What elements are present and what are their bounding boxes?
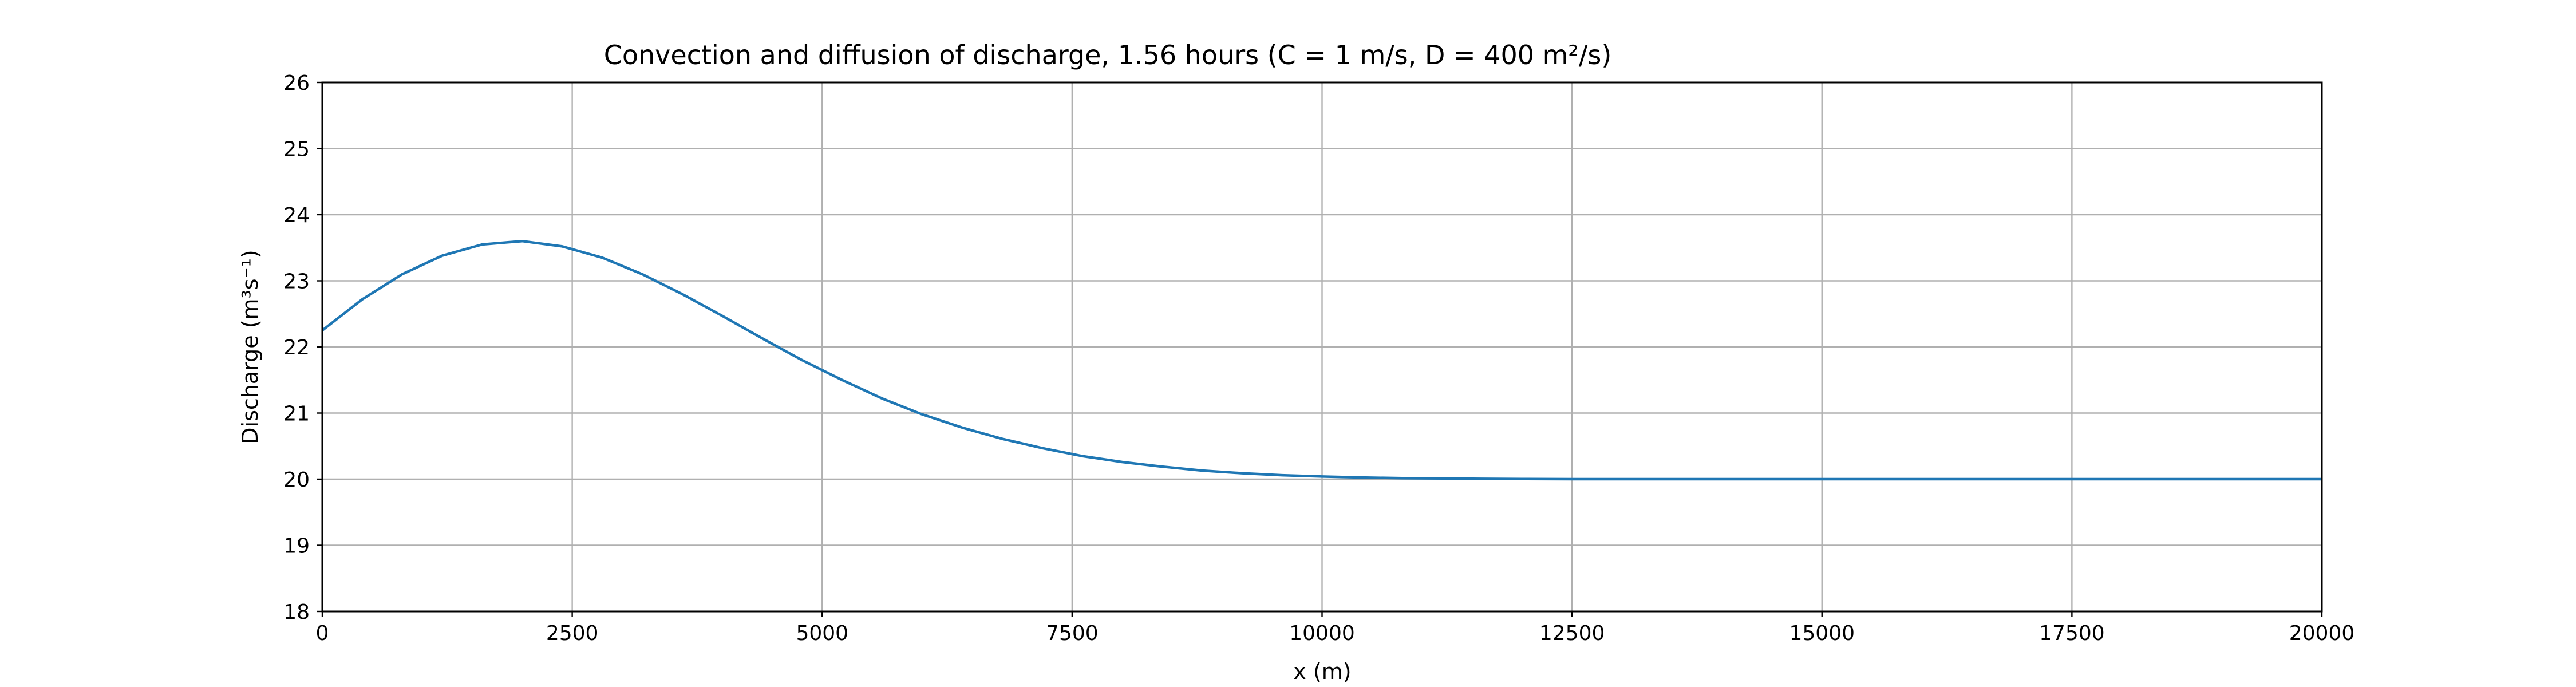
x-axis: 0 2500 5000 7500 10000 12500 15000 17500 20000 (316, 611, 2355, 645)
y-axis: 18 19 20 21 22 23 24 25 26 (283, 72, 322, 624)
discharge-line (321, 239, 2322, 481)
x-tick-label: 0 (316, 622, 329, 645)
y-tick-label: 19 (283, 535, 310, 558)
x-tick-label: 17500 (2039, 622, 2105, 645)
y-axis-label: Discharge (m³s⁻¹) (238, 250, 263, 444)
x-tick-label: 5000 (796, 622, 848, 645)
y-tick-label: 22 (283, 336, 310, 360)
x-axis-label: x (m) (1293, 659, 1351, 684)
y-tick-label: 26 (283, 72, 310, 95)
y-tick-label: 24 (283, 204, 310, 227)
y-tick-label: 23 (283, 270, 310, 294)
chart-title: Convection and diffusion of discharge, 1… (604, 40, 1612, 70)
x-tick-label: 20000 (2289, 622, 2355, 645)
y-tick-label: 20 (283, 468, 310, 492)
x-tick-label: 10000 (1289, 622, 1355, 645)
series-line-group (321, 239, 2322, 481)
x-tick-label: 7500 (1046, 622, 1099, 645)
y-tick-label: 25 (283, 138, 310, 161)
x-tick-label: 12500 (1539, 622, 1605, 645)
y-tick-label: 18 (283, 601, 310, 624)
x-tick-label: 15000 (1789, 622, 1855, 645)
y-tick-label: 21 (283, 402, 310, 426)
x-tick-label: 2500 (546, 622, 599, 645)
